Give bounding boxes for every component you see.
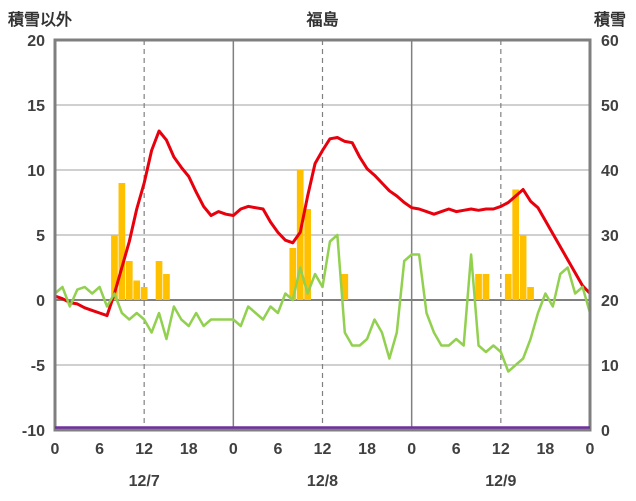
red-line (53, 129, 592, 318)
orange-bars (163, 274, 170, 300)
x-tick-label: 0 (51, 441, 60, 458)
x-tick-label: 18 (537, 441, 555, 458)
x-tick-label: 18 (180, 441, 198, 458)
orange-bars (289, 248, 297, 300)
right-tick-label: 60 (601, 33, 619, 50)
orange-bars (111, 235, 118, 300)
x-tick-label: 0 (586, 441, 595, 458)
chart-title: 福島 (306, 12, 339, 29)
right-tick-label: 50 (601, 98, 619, 115)
x-tick-label: 6 (95, 441, 104, 458)
x-tick-label: 12 (492, 441, 510, 458)
left-tick-label: 15 (27, 98, 45, 115)
orange-bars (296, 170, 304, 300)
right-axis-title: 積雪 (593, 12, 626, 29)
x-tick-label: 12 (314, 441, 332, 458)
day-label: 12/9 (485, 473, 516, 490)
right-tick-label: 30 (601, 228, 619, 245)
left-tick-label: 5 (36, 228, 45, 245)
orange-bars (133, 280, 141, 300)
orange-bars (341, 274, 349, 300)
left-tick-label: 0 (36, 293, 45, 310)
day-label: 12/8 (307, 473, 338, 490)
left-tick-label: 10 (27, 163, 45, 180)
right-tick-label: 20 (601, 293, 619, 310)
orange-bars (118, 183, 126, 300)
orange-bars (482, 274, 490, 300)
left-tick-label: -5 (31, 358, 45, 375)
right-tick-label: 0 (601, 423, 610, 440)
x-tick-label: 6 (273, 441, 282, 458)
orange-bars (504, 274, 512, 300)
x-tick-label: 18 (358, 441, 376, 458)
orange-bars (304, 209, 311, 300)
orange-bars (140, 287, 148, 300)
x-tick-label: 6 (452, 441, 461, 458)
x-tick-label: 12 (135, 441, 153, 458)
day-label: 12/7 (129, 473, 160, 490)
left-axis-title: 積雪以外 (8, 12, 73, 29)
x-tick-label: 0 (407, 441, 416, 458)
orange-bars (475, 274, 482, 300)
orange-bars (512, 189, 520, 300)
right-tick-label: 40 (601, 163, 619, 180)
left-tick-label: -10 (22, 423, 45, 440)
x-tick-label: 0 (229, 441, 238, 458)
left-tick-label: 20 (27, 33, 45, 50)
plot-border (53, 38, 592, 432)
orange-bars (155, 261, 163, 300)
orange-bars (527, 287, 534, 300)
orange-bars (519, 235, 527, 300)
right-tick-label: 10 (601, 358, 619, 375)
chart-header: 積雪以外 福島 積雪 (0, 6, 636, 30)
orange-bars (125, 261, 133, 300)
green-line (53, 233, 592, 373)
